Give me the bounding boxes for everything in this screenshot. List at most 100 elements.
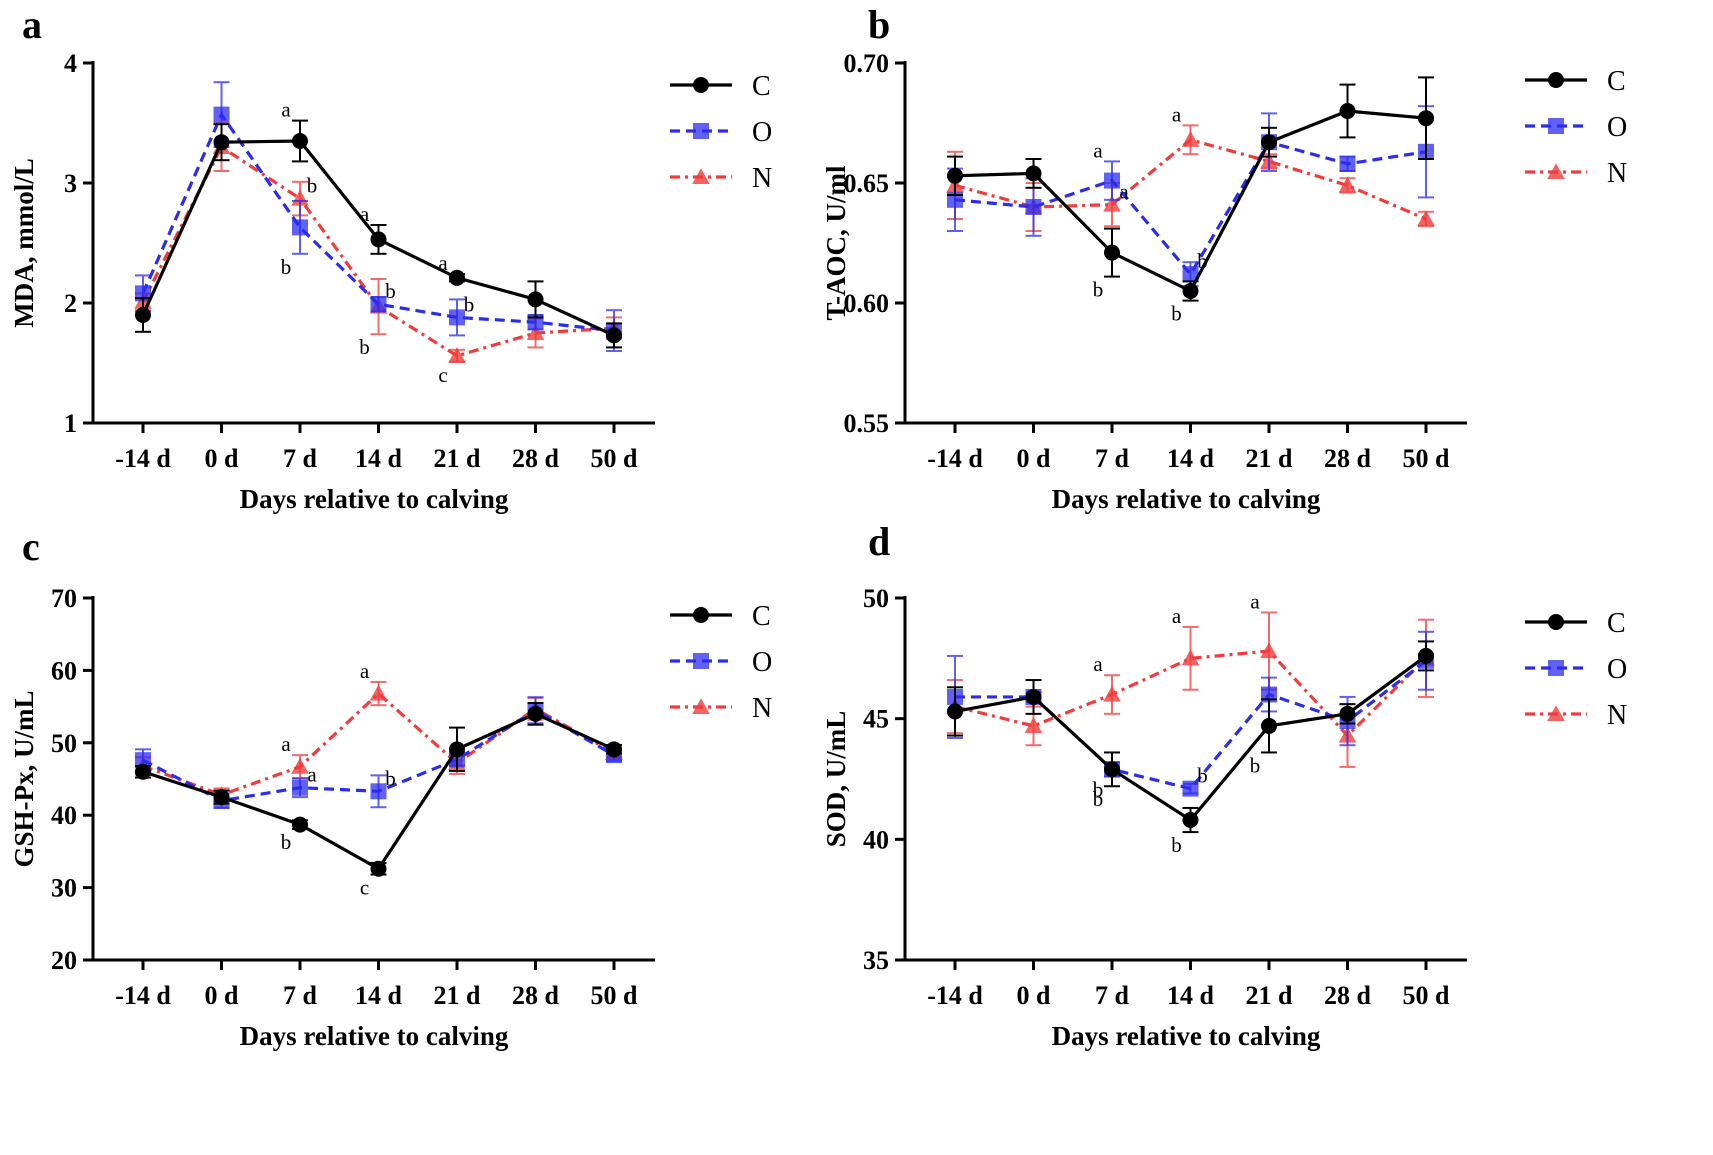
data-point: [370, 296, 387, 313]
significance-label: a: [1250, 589, 1260, 613]
x-tick-label: 50 d: [1403, 444, 1451, 473]
data-point: [1261, 134, 1277, 151]
y-tick-label: 70: [51, 584, 77, 613]
data-point: [449, 741, 465, 758]
legend: CON: [1525, 66, 1627, 189]
x-tick-label: 0 d: [205, 444, 240, 473]
x-tick-label: -14 d: [927, 444, 983, 473]
legend-label: C: [752, 601, 771, 632]
y-tick-label: 50: [863, 584, 889, 613]
x-tick-label: 28 d: [512, 444, 560, 473]
y-axis-title: T-AOC, U/ml: [821, 165, 851, 321]
data-point: [1339, 705, 1356, 722]
y-tick-label: 20: [51, 946, 77, 975]
x-tick-label: 0 d: [1017, 444, 1052, 473]
significance-label: b: [1250, 753, 1261, 777]
significance-label: b: [1093, 787, 1104, 811]
x-tick-label: -14 d: [115, 444, 171, 473]
data-point: [292, 219, 308, 236]
data-point: [1339, 103, 1356, 119]
data-point: [1339, 155, 1356, 172]
significance-label: b: [1197, 249, 1208, 273]
legend-item-O: O: [1525, 654, 1627, 685]
data-point: [135, 307, 151, 323]
chart-panel-d: d 35 40 45 50 -14 d 0 d 7 d 14 d 21 d 28 d 50 d Days…: [821, 519, 1627, 1051]
significance-label: c: [360, 876, 369, 900]
legend-marker: [692, 698, 710, 715]
x-tick-label: 28 d: [1324, 981, 1372, 1010]
legend-item-C: C: [670, 71, 771, 102]
significance-label: b: [1171, 833, 1182, 857]
significance-label: b: [1197, 764, 1208, 788]
data-point: [1261, 717, 1277, 734]
y-tick-label: 0.70: [844, 49, 890, 78]
series-O: [135, 81, 622, 352]
x-tick-label: 28 d: [1324, 444, 1372, 473]
data-point: [1418, 110, 1434, 127]
legend-item-N: N: [1525, 158, 1627, 189]
y-tick-label: 0.55: [844, 409, 890, 438]
x-tick-label: 50 d: [1403, 981, 1451, 1010]
data-point: [1182, 266, 1199, 283]
y-tick-label: 60: [51, 656, 77, 685]
data-point: [1182, 283, 1199, 299]
data-point: [291, 757, 309, 774]
significance-label: a: [307, 763, 317, 787]
y-tick-label: 50: [51, 729, 77, 758]
data-point: [1103, 195, 1121, 212]
y-tick-label: 0.60: [844, 289, 890, 318]
data-point: [1025, 199, 1042, 215]
panel-letter: c: [22, 524, 40, 569]
significance-label: a: [281, 732, 291, 756]
series-N: [946, 611, 1435, 768]
x-tick-label: 7 d: [283, 981, 318, 1010]
significance-label: b: [464, 292, 475, 316]
significance-label: b: [281, 255, 292, 279]
y-tick-label: 0.65: [844, 169, 890, 198]
x-axis-title: Days relative to calving: [1052, 484, 1321, 514]
legend-item-O: O: [670, 647, 772, 678]
data-point: [1104, 761, 1120, 778]
legend-marker: [1548, 660, 1564, 676]
significance-label: a: [1172, 604, 1182, 628]
significance-label: b: [1093, 778, 1104, 802]
x-tick-label: 14 d: [1167, 444, 1215, 473]
legend-item-C: C: [670, 601, 771, 632]
legend-label: N: [1607, 158, 1627, 189]
data-point: [292, 816, 308, 833]
legend-item-C: C: [1525, 608, 1626, 639]
chart-panel-a: a 1 2 3 4 -14 d 0 d 7 d 14 d 21 d 28 d 50 d Days rel…: [9, 2, 772, 514]
significance-label: b: [385, 279, 396, 303]
x-tick-label: 14 d: [355, 444, 403, 473]
data-point: [369, 684, 388, 701]
legend-label: O: [752, 117, 772, 148]
legend-label: C: [1607, 66, 1626, 97]
y-tick-label: 40: [863, 825, 889, 854]
significance-label: a: [360, 202, 370, 226]
chart-panel-c: c 20 30 40 50 60 70 -14 d 0 d 7 d 14 d 21 d 28 d 50 d…: [9, 524, 772, 1051]
legend-item-N: N: [1525, 700, 1627, 731]
x-axis-title: Days relative to calving: [1052, 1021, 1321, 1051]
x-tick-label: 21 d: [434, 444, 482, 473]
y-tick-label: 3: [64, 169, 77, 198]
x-axis-title: Days relative to calving: [240, 484, 509, 514]
data-point: [947, 167, 963, 184]
legend-label: O: [1607, 112, 1627, 143]
significance-label: a: [1119, 180, 1129, 204]
data-point: [213, 106, 230, 123]
legend-label: N: [1607, 700, 1627, 731]
significance-label: b: [1093, 278, 1104, 302]
chart-panel-b: b 0.55 0.60 0.65 0.70 -14 d 0 d 7 d 14 d 21 d 28 d…: [821, 2, 1627, 514]
significance-label: b: [307, 174, 318, 198]
significance-label: a: [438, 251, 448, 275]
legend-label: O: [752, 647, 772, 678]
y-tick-label: 4: [64, 49, 77, 78]
data-point: [448, 347, 466, 363]
significance-label: c: [438, 363, 447, 387]
significance-label: b: [385, 766, 396, 790]
panel-letter: d: [868, 519, 890, 564]
data-point: [527, 291, 544, 308]
x-tick-label: 28 d: [512, 981, 560, 1010]
data-point: [370, 231, 387, 248]
